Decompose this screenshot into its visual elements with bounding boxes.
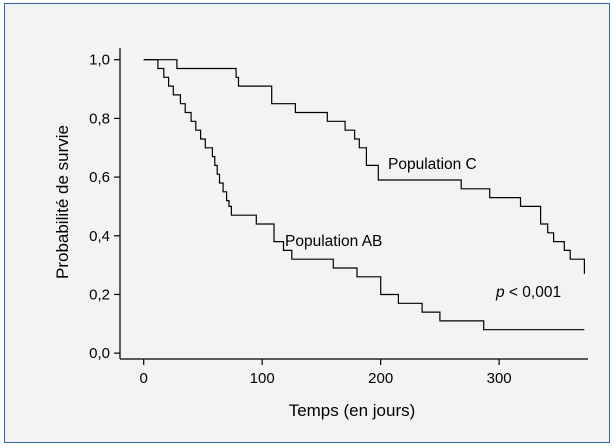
x-tick-label: 0 [140,370,148,387]
y-axis-title: Probabilité de survie [53,125,72,279]
survival-curves [143,59,585,331]
survival-curve-population-ab [143,59,585,331]
p-value-annotation: p < 0,001 [495,284,561,301]
series-label-population-ab: Population AB [285,233,382,250]
x-tick-label: 200 [368,370,393,387]
y-tick-label: 0,0 [89,345,110,362]
y-tick-label: 0,2 [89,286,110,303]
p-value-text: < 0,001 [505,284,561,301]
series-label-population-c: Population C [388,156,477,173]
figure-frame [4,3,610,443]
chart-labels: Temps (en jours) Probabilité de survie P… [53,125,561,420]
y-tick-label: 0,6 [89,169,110,186]
y-tick-label: 1,0 [89,52,110,69]
p-value-symbol: p [495,284,505,301]
y-tick-label: 0,4 [89,228,110,245]
x-tick-label: 100 [250,370,275,387]
x-axis-title: Temps (en jours) [289,401,416,420]
axes: 0,0 0,2 0,4 0,6 0,8 1,0 0 100 200 300 [89,48,588,387]
x-tick-label: 300 [487,370,512,387]
y-tick-label: 0,8 [89,110,110,127]
survival-curve-population-c [143,59,585,274]
